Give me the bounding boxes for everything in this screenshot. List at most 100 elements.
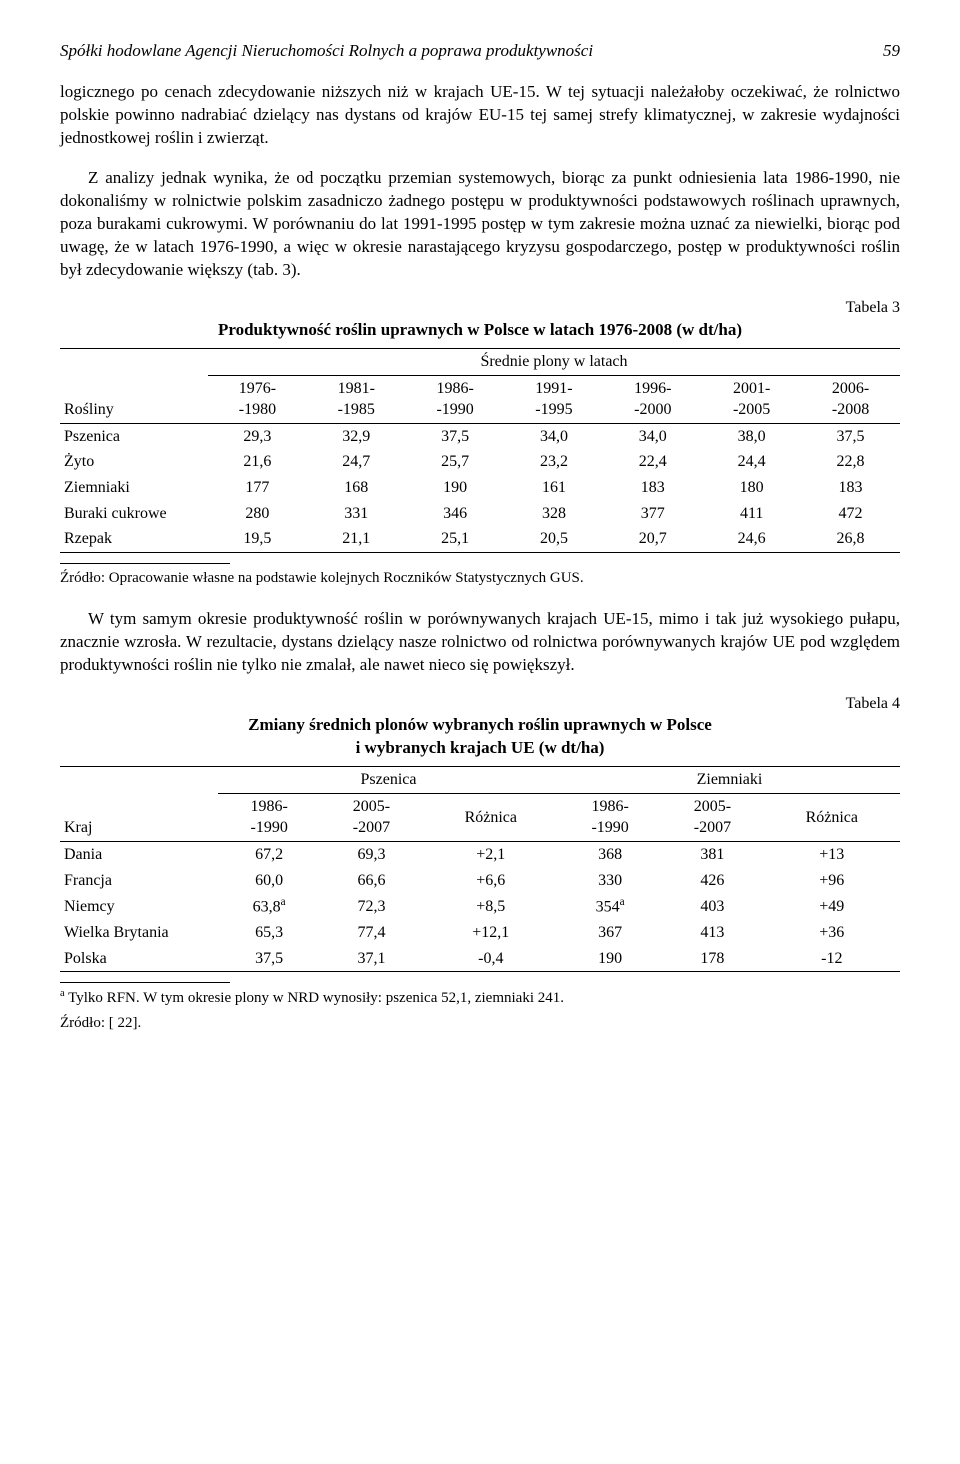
cell: 25,1 xyxy=(406,526,505,552)
cell: +13 xyxy=(764,842,900,868)
cell: +2,1 xyxy=(423,842,559,868)
cell: 346 xyxy=(406,501,505,527)
cell: 63,8a xyxy=(218,893,320,920)
table3-title: Produktywność roślin uprawnych w Polsce … xyxy=(60,319,900,342)
table-row: Rzepak19,521,125,120,520,724,626,8 xyxy=(60,526,900,552)
table4-group2: Ziemniaki xyxy=(559,767,900,794)
cell: 19,5 xyxy=(208,526,307,552)
row-label: Wielka Brytania xyxy=(60,920,218,946)
table3-source: Źródło: Opracowanie własne na podstawie … xyxy=(60,568,900,588)
cell: 24,4 xyxy=(702,449,801,475)
table-row: Francja60,066,6+6,6330426+96 xyxy=(60,868,900,894)
page-number: 59 xyxy=(883,40,900,63)
cell: 381 xyxy=(661,842,763,868)
table3-period: 2001- -2005 xyxy=(702,375,801,423)
cell: 20,5 xyxy=(505,526,604,552)
row-label: Ziemniaki xyxy=(60,475,208,501)
cell: 22,8 xyxy=(801,449,900,475)
table4-label: Tabela 4 xyxy=(60,693,900,715)
cell: +96 xyxy=(764,868,900,894)
table3-spanhead: Średnie plony w latach xyxy=(208,348,900,375)
cell: +12,1 xyxy=(423,920,559,946)
cell: 354a xyxy=(559,893,661,920)
row-label: Pszenica xyxy=(60,423,208,449)
table4-title-l1: Zmiany średnich plonów wybranych roślin … xyxy=(60,714,900,737)
cell: 60,0 xyxy=(218,868,320,894)
cell: -0,4 xyxy=(423,946,559,972)
table4-footnote: a Tylko RFN. W tym okresie plony w NRD w… xyxy=(60,987,900,1008)
cell: +6,6 xyxy=(423,868,559,894)
cell: 21,6 xyxy=(208,449,307,475)
table-row: Niemcy63,8a72,3+8,5354a403+49 xyxy=(60,893,900,920)
table-row: Polska37,537,1-0,4190178-12 xyxy=(60,946,900,972)
cell: 183 xyxy=(801,475,900,501)
header-title: Spółki hodowlane Agencji Nieruchomości R… xyxy=(60,40,593,63)
row-label: Francja xyxy=(60,868,218,894)
row-label: Buraki cukrowe xyxy=(60,501,208,527)
source-rule xyxy=(60,982,230,983)
source-rule xyxy=(60,563,230,564)
cell: 168 xyxy=(307,475,406,501)
cell: 183 xyxy=(603,475,702,501)
cell: 367 xyxy=(559,920,661,946)
cell: 426 xyxy=(661,868,763,894)
paragraph-3: W tym samym okresie produktywność roślin… xyxy=(60,608,900,677)
cell: -12 xyxy=(764,946,900,972)
cell: 20,7 xyxy=(603,526,702,552)
table3-period: 1991- -1995 xyxy=(505,375,604,423)
table3-rowhead: Rośliny xyxy=(60,348,208,423)
cell: 161 xyxy=(505,475,604,501)
table3-period: 1996- -2000 xyxy=(603,375,702,423)
cell: 23,2 xyxy=(505,449,604,475)
cell: 22,4 xyxy=(603,449,702,475)
cell: 37,5 xyxy=(218,946,320,972)
cell: +36 xyxy=(764,920,900,946)
cell: 403 xyxy=(661,893,763,920)
row-label: Żyto xyxy=(60,449,208,475)
cell: 37,5 xyxy=(801,423,900,449)
paragraph-2: Z analizy jednak wynika, że od początku … xyxy=(60,167,900,282)
paragraph-1: logicznego po cenach zdecydowanie niższy… xyxy=(60,81,900,150)
cell: 190 xyxy=(559,946,661,972)
table3: Rośliny Średnie plony w latach 1976- -19… xyxy=(60,348,900,553)
table4-source: Źródło: [ 22]. xyxy=(60,1013,900,1033)
table3-period: 2006- -2008 xyxy=(801,375,900,423)
table3-label: Tabela 3 xyxy=(60,297,900,319)
cell: 38,0 xyxy=(702,423,801,449)
table4-rowhead: Kraj xyxy=(60,767,218,842)
table3-period: 1986- -1990 xyxy=(406,375,505,423)
table-row: Dania67,269,3+2,1368381+13 xyxy=(60,842,900,868)
cell: 69,3 xyxy=(320,842,422,868)
cell: 331 xyxy=(307,501,406,527)
cell: 66,6 xyxy=(320,868,422,894)
cell: 37,1 xyxy=(320,946,422,972)
table-row: Buraki cukrowe280331346328377411472 xyxy=(60,501,900,527)
cell: +49 xyxy=(764,893,900,920)
cell: 24,7 xyxy=(307,449,406,475)
table-row: Ziemniaki177168190161183180183 xyxy=(60,475,900,501)
row-label: Dania xyxy=(60,842,218,868)
cell: 413 xyxy=(661,920,763,946)
table4-sub: 2005- -2007 xyxy=(320,793,422,841)
row-label: Rzepak xyxy=(60,526,208,552)
cell: 180 xyxy=(702,475,801,501)
table-row: Pszenica29,332,937,534,034,038,037,5 xyxy=(60,423,900,449)
table4-group1: Pszenica xyxy=(218,767,559,794)
cell: 190 xyxy=(406,475,505,501)
cell: 24,6 xyxy=(702,526,801,552)
table4-title-l2: i wybranych krajach UE (w dt/ha) xyxy=(60,737,900,760)
cell: 368 xyxy=(559,842,661,868)
cell: 328 xyxy=(505,501,604,527)
cell: 26,8 xyxy=(801,526,900,552)
cell: 37,5 xyxy=(406,423,505,449)
table4-sub: 1986- -1990 xyxy=(218,793,320,841)
cell: 330 xyxy=(559,868,661,894)
table4-sub: Różnica xyxy=(764,793,900,841)
cell: 25,7 xyxy=(406,449,505,475)
row-label: Niemcy xyxy=(60,893,218,920)
cell: 77,4 xyxy=(320,920,422,946)
cell: 472 xyxy=(801,501,900,527)
cell: 21,1 xyxy=(307,526,406,552)
cell: 178 xyxy=(661,946,763,972)
table4-sub: 2005- -2007 xyxy=(661,793,763,841)
